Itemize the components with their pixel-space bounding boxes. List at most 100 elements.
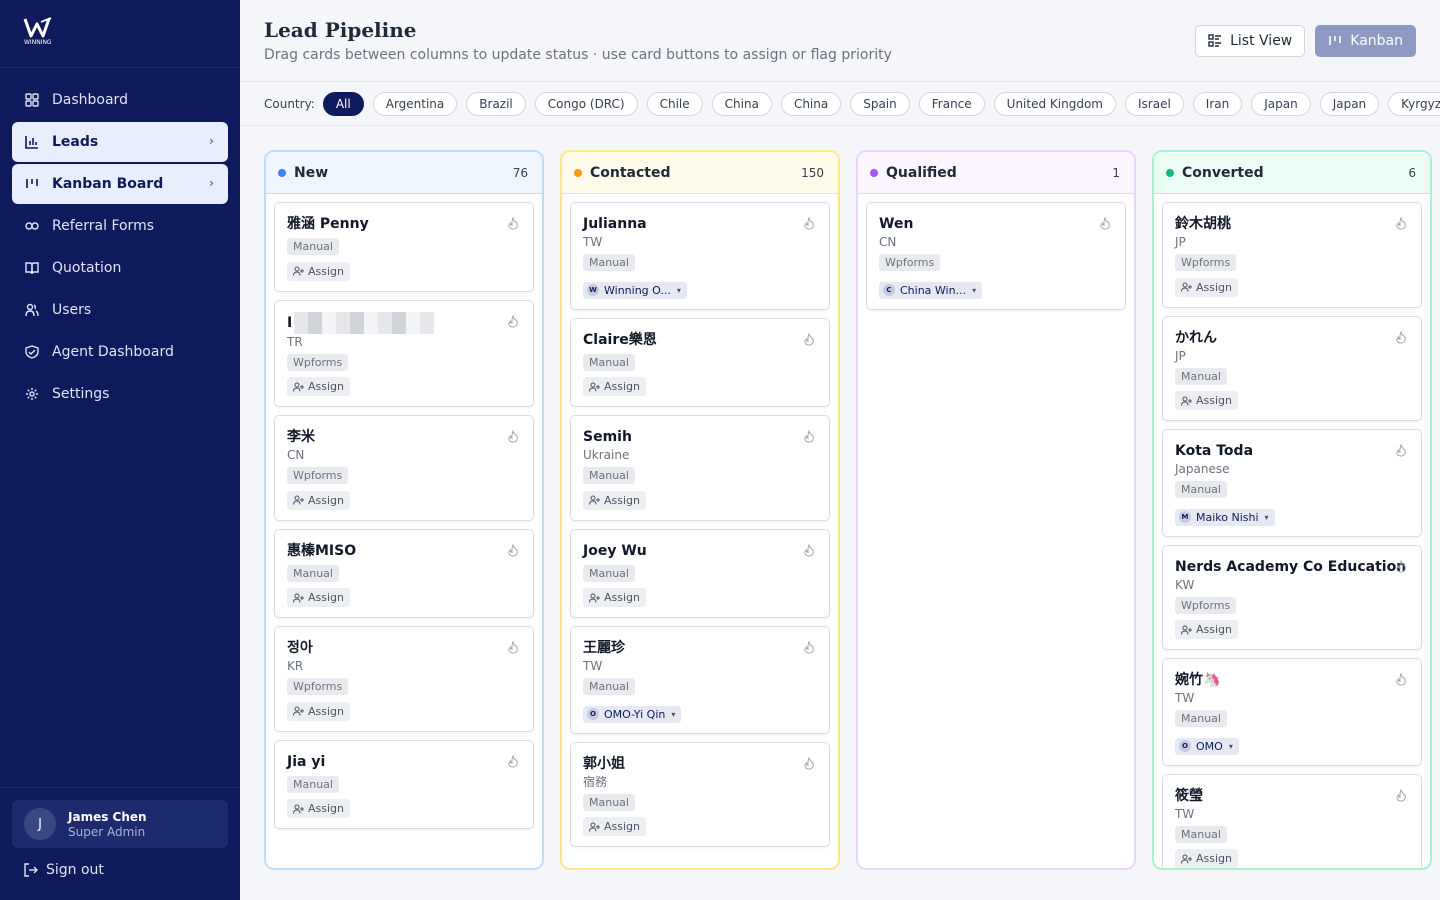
agent-select[interactable]: O OMO-Yi Qin ▾ [583, 705, 682, 723]
column-title: Qualified [886, 164, 957, 181]
country-chip[interactable]: Iran [1192, 91, 1243, 116]
assign-button[interactable]: Assign [287, 588, 350, 607]
assign-button[interactable]: Assign [583, 588, 646, 607]
logo[interactable]: WINNING [0, 0, 240, 68]
country-chip[interactable]: China [780, 91, 842, 116]
lead-card[interactable]: 郭小姐 宿務 Manual Assign [570, 741, 830, 847]
kanban-button[interactable]: Kanban [1315, 25, 1416, 57]
lead-card[interactable]: 李米 CN Wpforms Assign [274, 415, 534, 521]
lead-card[interactable]: 王麗珍 TW Manual O OMO-Yi Qin ▾ [570, 626, 830, 734]
assign-button[interactable]: Assign [583, 377, 646, 396]
country-chip[interactable]: France [918, 91, 985, 116]
assign-row: Assign [1175, 849, 1409, 868]
assign-button[interactable]: Assign [1175, 277, 1238, 297]
priority-flame-icon[interactable] [507, 754, 519, 768]
lead-card[interactable]: 惠榛MISO Manual Assign [274, 528, 534, 618]
priority-flame-icon[interactable] [1395, 673, 1407, 686]
priority-flame-icon[interactable] [1395, 559, 1407, 573]
priority-flame-icon[interactable] [1099, 217, 1111, 230]
assign-button[interactable]: Assign [1175, 620, 1238, 639]
priority-flame-icon[interactable] [507, 543, 519, 557]
agent-select[interactable]: M Maiko Nishi ▾ [1175, 508, 1275, 526]
lead-card[interactable]: Claire樂恩 Manual Assign [570, 317, 830, 407]
priority-flame-icon[interactable] [507, 641, 519, 654]
lead-card[interactable]: 雅涵 Penny Manual Assign [274, 202, 534, 292]
assign-button[interactable]: Assign [287, 799, 350, 818]
country-chip[interactable]: Chile [646, 91, 703, 116]
country-chip[interactable]: Congo (DRC) [534, 91, 638, 116]
sidebar: WINNING Dashboard Leads › Kanban Board ›… [0, 0, 240, 900]
country-chip[interactable]: Kyrgyzstan [1388, 91, 1440, 116]
agent-select[interactable]: O OMO ▾ [1175, 737, 1239, 755]
sidebar-item-settings[interactable]: Settings [12, 374, 228, 414]
country-chip[interactable]: Israel [1124, 91, 1184, 116]
lead-card[interactable]: かれん JP Manual Assign [1162, 315, 1422, 421]
assign-button[interactable]: Assign [287, 490, 350, 510]
source-badge: Manual [583, 353, 635, 371]
lead-card[interactable]: Wen CN Wpforms C China Win... ▾ [866, 202, 1126, 310]
priority-flame-icon[interactable] [803, 756, 815, 770]
priority-flame-icon[interactable] [803, 641, 815, 654]
user-card[interactable]: J James Chen Super Admin [12, 800, 228, 848]
sign-out-button[interactable]: Sign out [12, 850, 228, 890]
assign-button[interactable]: Assign [1175, 391, 1238, 410]
sidebar-item-agent-dashboard[interactable]: Agent Dashboard [12, 332, 228, 372]
country-chip[interactable]: Argentina [372, 91, 458, 116]
user-plus-icon [589, 495, 600, 505]
priority-flame-icon[interactable] [507, 217, 519, 230]
priority-flame-icon[interactable] [507, 314, 519, 328]
lead-name: 郭小姐 [583, 755, 625, 772]
agent-avatar: M [1179, 511, 1191, 523]
lead-card[interactable]: Nerds Academy Co Education KW Wpforms Assig… [1162, 544, 1422, 650]
sidebar-item-referral-forms[interactable]: Referral Forms [12, 206, 228, 246]
lead-card[interactable]: 정아 KR Wpforms Assign [274, 626, 534, 732]
priority-flame-icon[interactable] [1395, 788, 1407, 802]
country-chip[interactable]: China [711, 91, 772, 116]
assign-row: Assign [583, 377, 817, 396]
lead-card[interactable]: Kota Toda Japanese Manual M Maiko Nishi ▾ [1162, 429, 1422, 537]
lead-card[interactable]: Julianna TW Manual W Winning O... ▾ [570, 202, 830, 310]
country-chip[interactable]: United Kingdom [993, 91, 1116, 116]
assign-button[interactable]: Assign [287, 701, 350, 721]
lead-card[interactable]: I TR Wpforms Assign [274, 299, 534, 407]
priority-flame-icon[interactable] [1395, 330, 1407, 344]
country-chip[interactable]: Brazil [466, 91, 526, 116]
sidebar-item-kanban-board[interactable]: Kanban Board › [12, 164, 228, 204]
list-view-button[interactable]: List View [1195, 25, 1306, 57]
lead-card[interactable]: Semih Ukraine Manual Assign [570, 415, 830, 521]
assign-button[interactable]: Assign [583, 817, 646, 836]
source-badge: Wpforms [1175, 254, 1237, 271]
sidebar-item-users[interactable]: Users [12, 290, 228, 330]
priority-flame-icon[interactable] [803, 543, 815, 557]
agent-select[interactable]: W Winning O... ▾ [583, 281, 687, 299]
priority-flame-icon[interactable] [1395, 444, 1407, 457]
user-role: Super Admin [68, 824, 146, 839]
country-chip[interactable]: Japan [1319, 91, 1380, 116]
country-chip[interactable]: All [322, 91, 364, 116]
country-chip[interactable]: Japan [1251, 91, 1311, 116]
assign-row: Assign [287, 490, 521, 510]
agent-name: OMO-Yi Qin [604, 707, 666, 721]
agent-select[interactable]: C China Win... ▾ [879, 281, 983, 299]
lead-card[interactable]: Jia yi Manual Assign [274, 739, 534, 829]
country-chip[interactable]: Spain [850, 91, 910, 116]
assign-button[interactable]: Assign [583, 490, 646, 510]
priority-flame-icon[interactable] [803, 430, 815, 443]
priority-flame-icon[interactable] [803, 217, 815, 230]
assign-button[interactable]: Assign [287, 261, 350, 281]
user-plus-icon [293, 495, 304, 505]
sidebar-item-leads[interactable]: Leads › [12, 122, 228, 162]
source-badge: Manual [287, 238, 339, 255]
lead-card[interactable]: 鈴木胡桃 JP Wpforms Assign [1162, 202, 1422, 308]
column-header: Converted 6 [1154, 152, 1430, 194]
lead-card[interactable]: 婉竹🦄 TW Manual O OMO ▾ [1162, 658, 1422, 766]
lead-card[interactable]: Joey Wu Manual Assign [570, 528, 830, 618]
assign-button[interactable]: Assign [1175, 849, 1238, 868]
assign-button[interactable]: Assign [287, 377, 350, 396]
sidebar-item-quotation[interactable]: Quotation [12, 248, 228, 288]
lead-card[interactable]: 筱瑩 TW Manual Assign [1162, 773, 1422, 868]
priority-flame-icon[interactable] [1395, 217, 1407, 230]
sidebar-item-dashboard[interactable]: Dashboard [12, 80, 228, 120]
priority-flame-icon[interactable] [803, 332, 815, 346]
priority-flame-icon[interactable] [507, 430, 519, 443]
